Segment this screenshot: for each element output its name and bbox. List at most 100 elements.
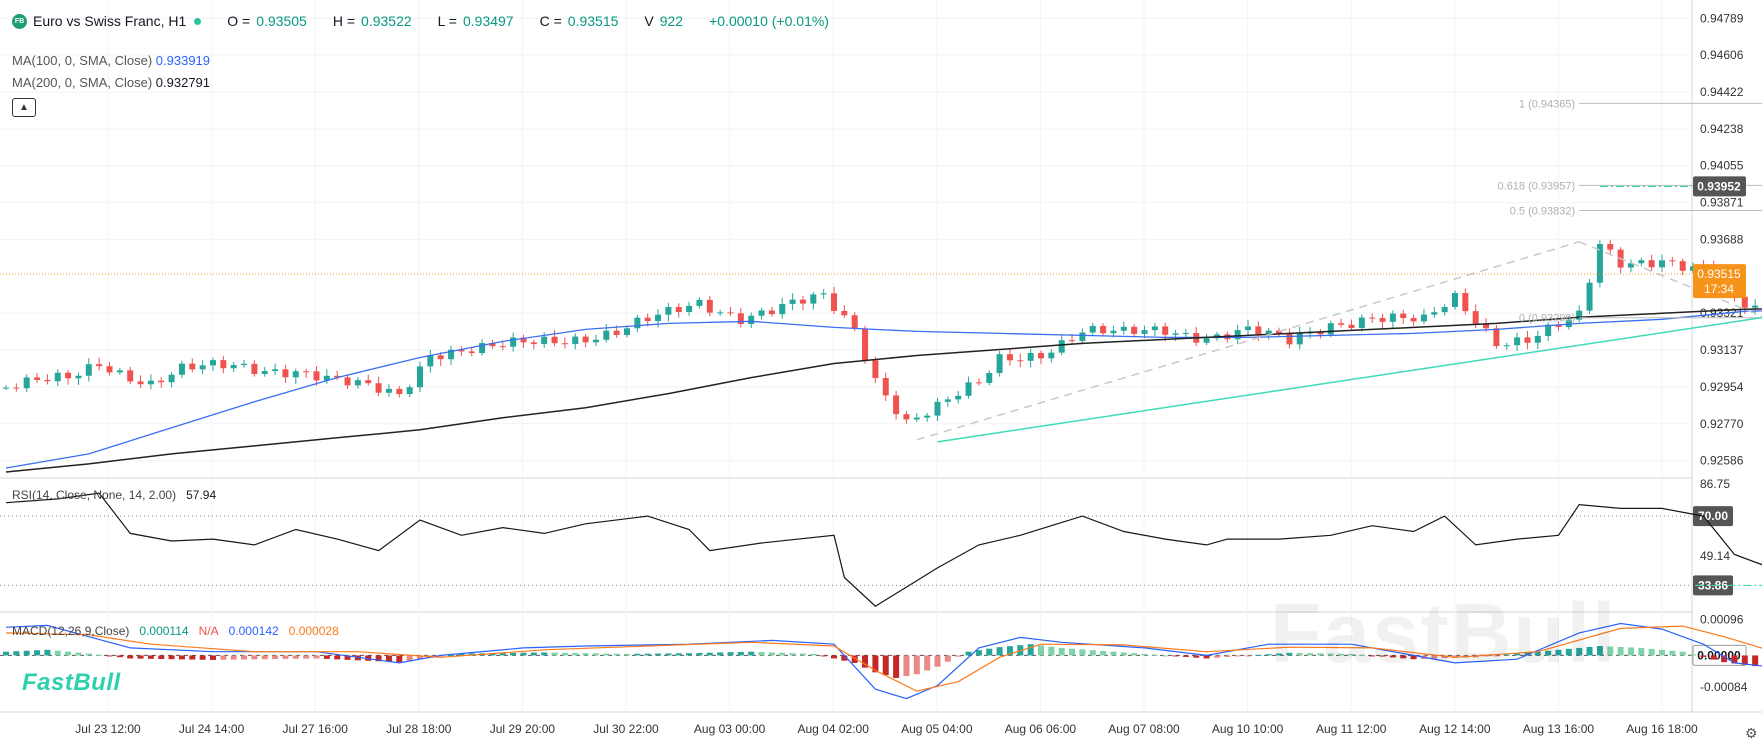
rsi-value: 57.94 xyxy=(186,488,217,502)
macd-bar xyxy=(1679,651,1686,656)
candle xyxy=(1472,311,1479,324)
candle xyxy=(1679,261,1686,271)
candle xyxy=(768,310,775,315)
fib-trend-line xyxy=(1578,241,1762,318)
live-status-dot xyxy=(194,17,202,25)
candle xyxy=(624,328,630,335)
macd-bar xyxy=(499,652,506,656)
x-tick-label: Jul 29 20:00 xyxy=(490,722,556,736)
macd-bar xyxy=(44,649,51,656)
macd-bar xyxy=(1265,654,1272,656)
ma100-value: 0.933919 xyxy=(155,53,211,68)
macd-bar xyxy=(924,655,931,671)
candle xyxy=(210,360,216,366)
macd-bar xyxy=(417,655,423,660)
macd-bar xyxy=(1483,655,1490,657)
macd-bar xyxy=(561,652,568,656)
macd-bar xyxy=(1089,650,1096,656)
candle xyxy=(1245,326,1251,331)
macd-bar xyxy=(882,655,889,676)
candle xyxy=(489,343,496,347)
candle xyxy=(1006,354,1013,361)
collapse-legend-button[interactable]: ▲ xyxy=(12,98,36,117)
macd-bar xyxy=(396,655,403,663)
macd-bar xyxy=(675,653,682,656)
macd-bar xyxy=(1431,655,1438,659)
current-price-badge xyxy=(1693,264,1746,299)
macd-bar xyxy=(1162,655,1169,657)
candle xyxy=(1638,260,1645,264)
macd-bar xyxy=(603,653,610,656)
macd-bar xyxy=(1182,655,1189,657)
macd-bar xyxy=(1213,655,1220,658)
macd-bar xyxy=(510,652,517,656)
ma100-line xyxy=(5,310,1762,469)
macd-bar xyxy=(1027,644,1034,656)
macd-bar xyxy=(1638,647,1645,656)
ma200-legend[interactable]: MA(200, 0, SMA, Close) 0.932791 xyxy=(12,75,210,90)
candle xyxy=(955,395,962,400)
ma200-value: 0.932791 xyxy=(155,75,211,90)
candle xyxy=(665,307,672,315)
candle xyxy=(551,336,558,344)
macd-bar xyxy=(375,655,382,662)
candle xyxy=(1286,334,1293,345)
y-tick-label: 0.94055 xyxy=(1700,159,1744,173)
macd-bar xyxy=(634,653,641,656)
macd-bar xyxy=(85,653,92,656)
x-tick-label: Aug 16 18:00 xyxy=(1626,722,1698,736)
candle xyxy=(1596,244,1603,283)
macd-bar xyxy=(551,652,558,656)
ma100-legend[interactable]: MA(100, 0, SMA, Close) 0.933919 xyxy=(12,53,210,68)
symbol-title[interactable]: Euro vs Swiss Franc, H1 xyxy=(33,13,187,29)
candle xyxy=(1203,338,1210,343)
candle xyxy=(365,380,372,384)
candle xyxy=(996,354,1003,373)
candle xyxy=(975,382,982,384)
macd-label: MACD(12,26,9,Close) xyxy=(12,624,130,638)
candle xyxy=(675,307,682,312)
candles xyxy=(3,239,1759,424)
macd-bar xyxy=(1441,655,1448,659)
candle xyxy=(1131,326,1138,334)
candle xyxy=(841,310,848,316)
macd-bar xyxy=(1317,653,1324,656)
x-tick-label: Aug 03 00:00 xyxy=(694,722,766,736)
y-tick-label: 0.94238 xyxy=(1700,122,1744,136)
macd-bar xyxy=(1596,646,1603,656)
macd-bar xyxy=(23,650,30,656)
macd-bar xyxy=(458,653,465,656)
rsi-legend[interactable]: RSI(14, Close, None, 14, 2.00) 57.94 xyxy=(12,488,216,502)
macd-legend[interactable]: MACD(12,26,9,Close) 0.000114 N/A 0.00014… xyxy=(12,624,339,638)
macd-line xyxy=(5,622,1762,700)
macd-bar xyxy=(34,650,41,656)
macd-bar xyxy=(1627,647,1634,656)
macd-bar xyxy=(955,655,962,657)
macd-bar xyxy=(572,652,579,656)
macd-bar xyxy=(1659,649,1665,656)
fib-level-label: 1 (0.94365) xyxy=(1519,98,1575,110)
close-label: C = xyxy=(539,13,562,29)
macd-bar xyxy=(872,655,879,673)
watermark: FastBull xyxy=(1270,586,1618,680)
candle xyxy=(1255,326,1262,336)
candle xyxy=(1296,333,1303,345)
candle xyxy=(1058,340,1065,353)
gear-icon[interactable]: ⚙ xyxy=(1745,725,1758,741)
price-change: +0.00010 (+0.01%) xyxy=(709,13,829,29)
macd-bar xyxy=(851,655,858,663)
macd-bar xyxy=(893,655,900,678)
candle xyxy=(779,303,786,315)
x-tick-label: Aug 10 10:00 xyxy=(1212,722,1284,736)
macd-bar xyxy=(1503,654,1510,656)
candle xyxy=(1048,352,1055,359)
macd-bar xyxy=(334,655,341,660)
macd-bar xyxy=(1276,653,1283,656)
macd-bar xyxy=(1721,655,1728,663)
candle xyxy=(1079,332,1086,341)
macd-bar xyxy=(768,652,775,656)
macd-bar xyxy=(65,651,72,656)
macd-bar xyxy=(1710,655,1717,660)
